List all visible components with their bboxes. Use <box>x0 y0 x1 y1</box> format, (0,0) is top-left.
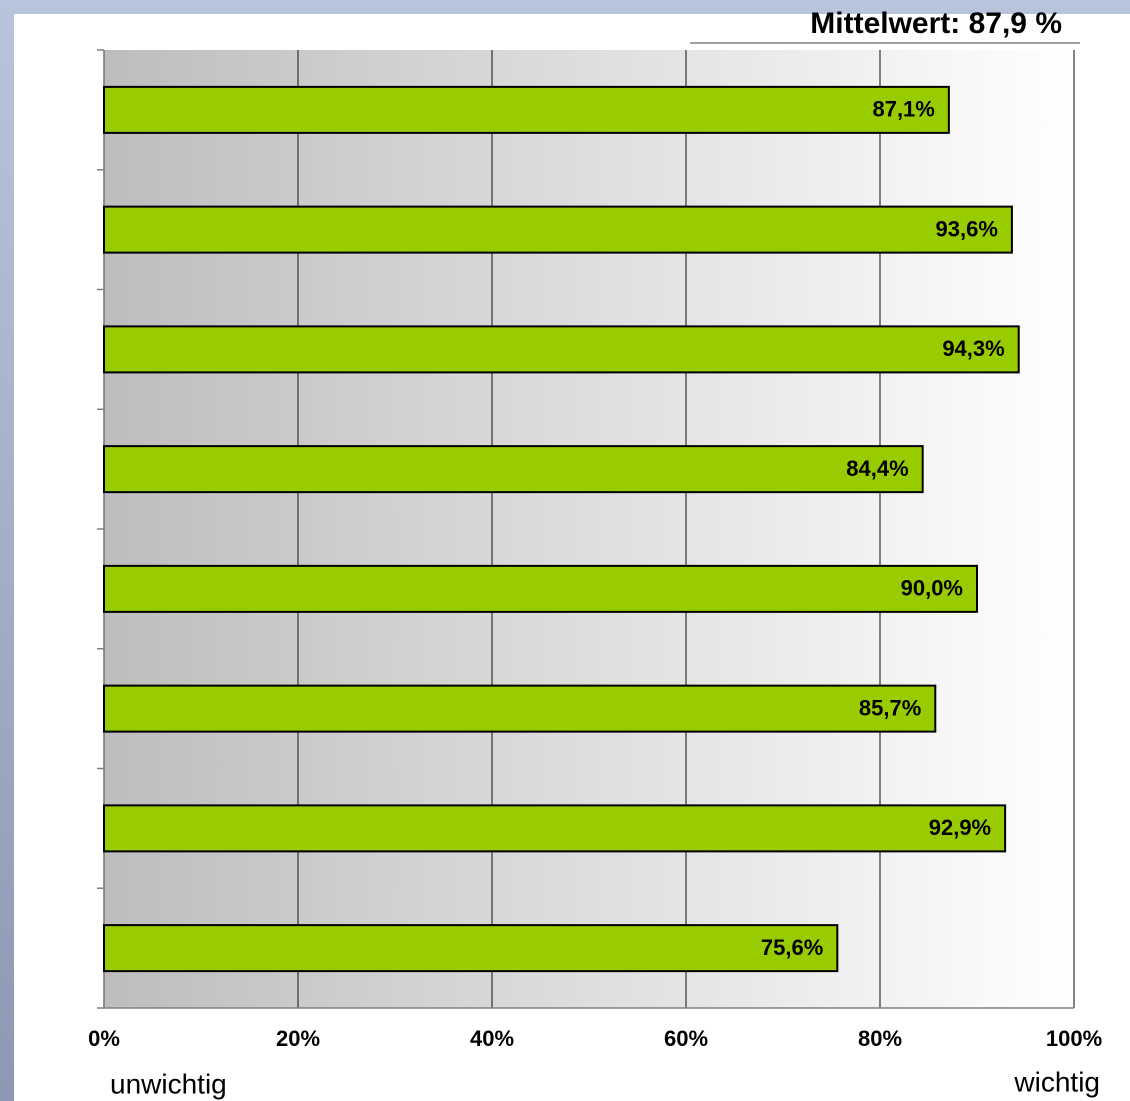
value-label: 92,9% <box>929 815 991 840</box>
x-tick-label: 40% <box>470 1026 514 1051</box>
value-label: 93,6% <box>936 216 998 241</box>
bar <box>103 804 1007 853</box>
x-tick-label: 0% <box>88 1026 120 1051</box>
x-label-left: unwichtig <box>110 1068 227 1099</box>
value-label: 85,7% <box>859 695 921 720</box>
plot-area <box>104 50 1074 1008</box>
bar <box>103 684 937 733</box>
x-tick-label: 100% <box>1046 1026 1102 1051</box>
x-tick-label: 80% <box>858 1026 902 1051</box>
value-label: 94,3% <box>942 336 1004 361</box>
chart-title: Mittelwert: 87,9 % <box>810 7 1062 40</box>
value-label: 87,1% <box>872 97 934 122</box>
bar <box>103 85 950 134</box>
bar <box>103 445 924 494</box>
x-tick-label: 20% <box>276 1026 320 1051</box>
bar <box>103 564 978 613</box>
bar <box>103 924 839 973</box>
bar <box>103 205 1013 254</box>
value-label: 75,6% <box>761 935 823 960</box>
value-label: 84,4% <box>846 456 908 481</box>
x-label-right: wichtig <box>1013 1066 1100 1097</box>
bar <box>103 325 1020 374</box>
value-label: 90,0% <box>901 576 963 601</box>
x-tick-label: 60% <box>664 1026 708 1051</box>
